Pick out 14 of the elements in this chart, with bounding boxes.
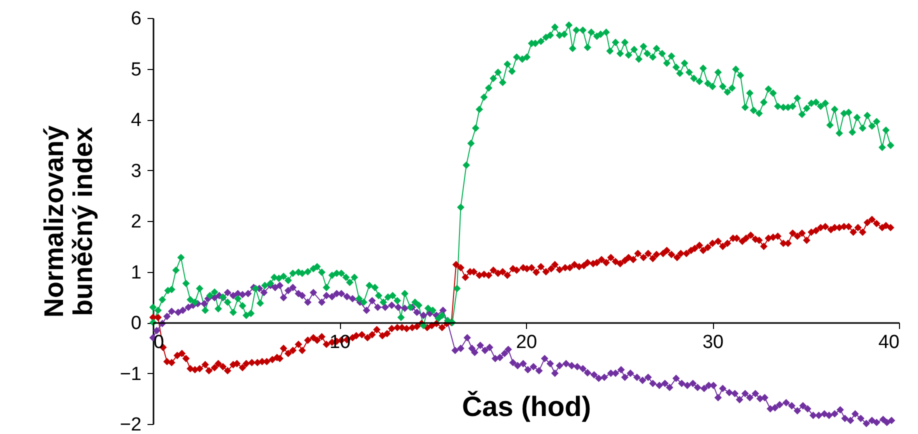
- y-tick-label: 4: [130, 110, 142, 131]
- y-tick-label: 3: [130, 160, 142, 182]
- y-tick-label: 6: [130, 8, 142, 30]
- x-tick-label: 20: [516, 332, 538, 353]
- x-tick-label: 40: [878, 332, 900, 353]
- y-tick-label: 0: [130, 313, 142, 334]
- y-axis-title: Normalizovaný buněčný index: [38, 125, 98, 318]
- y-tick-label: −2: [120, 414, 142, 434]
- x-tick-label: 30: [702, 332, 724, 353]
- y-tick-label: 2: [130, 212, 142, 232]
- x-axis-title: Čas (hod): [462, 390, 592, 422]
- y-tick-label: 5: [130, 59, 142, 80]
- y-tick-label: 1: [130, 262, 142, 284]
- y-tick-label: −1: [120, 364, 142, 385]
